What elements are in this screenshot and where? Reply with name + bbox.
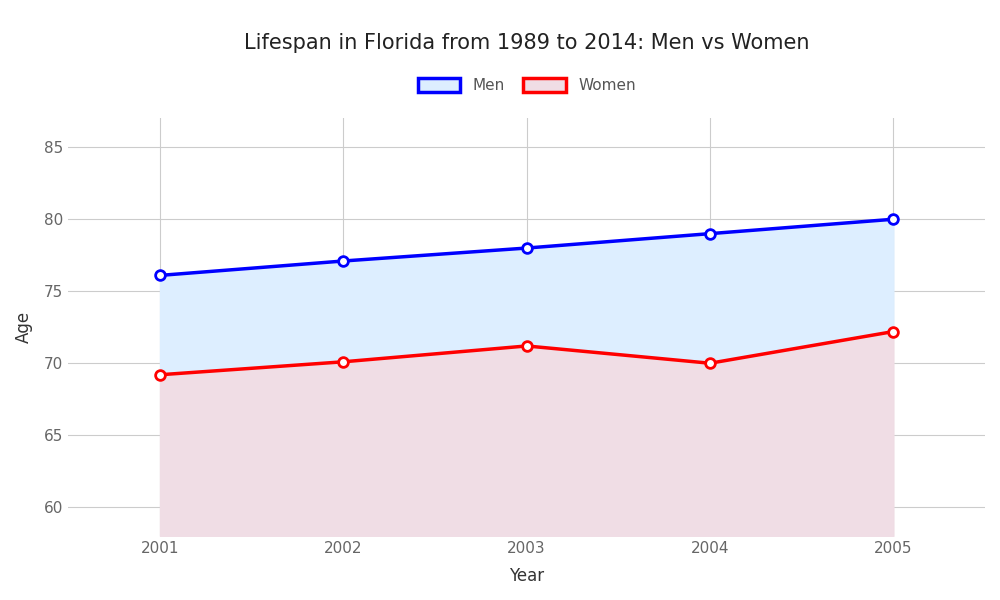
Y-axis label: Age: Age [15, 311, 33, 343]
Legend: Men, Women: Men, Women [411, 72, 642, 99]
X-axis label: Year: Year [509, 567, 544, 585]
Title: Lifespan in Florida from 1989 to 2014: Men vs Women: Lifespan in Florida from 1989 to 2014: M… [244, 33, 809, 53]
